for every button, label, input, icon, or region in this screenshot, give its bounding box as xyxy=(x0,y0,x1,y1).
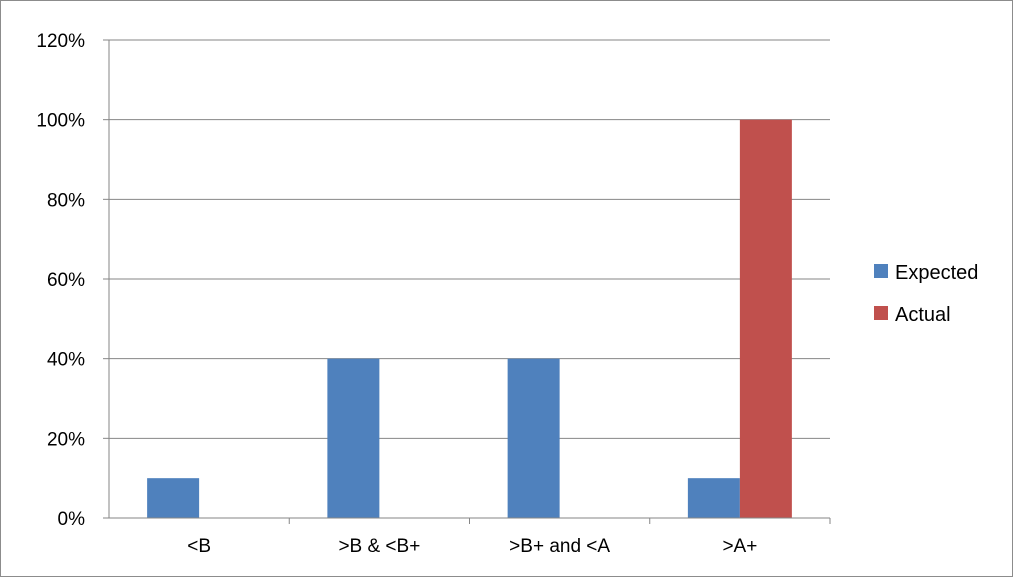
x-category-label: <B xyxy=(187,536,211,557)
bar-expected-1 xyxy=(327,358,380,518)
legend-swatch-actual xyxy=(874,306,888,320)
bar-expected-3 xyxy=(687,478,740,518)
bars xyxy=(147,119,792,519)
bar-actual-3 xyxy=(739,119,792,519)
y-tick-label: 120% xyxy=(36,31,85,52)
x-category-label: >B+ and <A xyxy=(509,536,610,557)
x-category-label: >B & <B+ xyxy=(338,536,420,557)
axes xyxy=(103,39,831,524)
x-category-labels: <B >B & <B+ >B+ and <A >A+ xyxy=(187,536,757,557)
y-tick-labels: 0% 20% 40% 60% 80% 100% 120% xyxy=(36,31,85,530)
bar-expected-2 xyxy=(507,358,560,518)
y-tick-label: 20% xyxy=(47,429,85,450)
legend-label-actual: Actual xyxy=(895,304,951,326)
y-tick-label: 0% xyxy=(58,509,86,530)
y-tick-label: 80% xyxy=(47,190,85,211)
y-tick-label: 40% xyxy=(47,350,85,371)
x-category-label: >A+ xyxy=(722,536,757,557)
y-tick-label: 100% xyxy=(36,111,85,132)
gridlines xyxy=(109,39,830,439)
legend: Expected Actual xyxy=(874,262,978,326)
legend-swatch-expected xyxy=(874,264,888,278)
y-tick-label: 60% xyxy=(47,270,85,291)
legend-label-expected: Expected xyxy=(895,262,978,284)
bar-expected-0 xyxy=(147,478,200,518)
